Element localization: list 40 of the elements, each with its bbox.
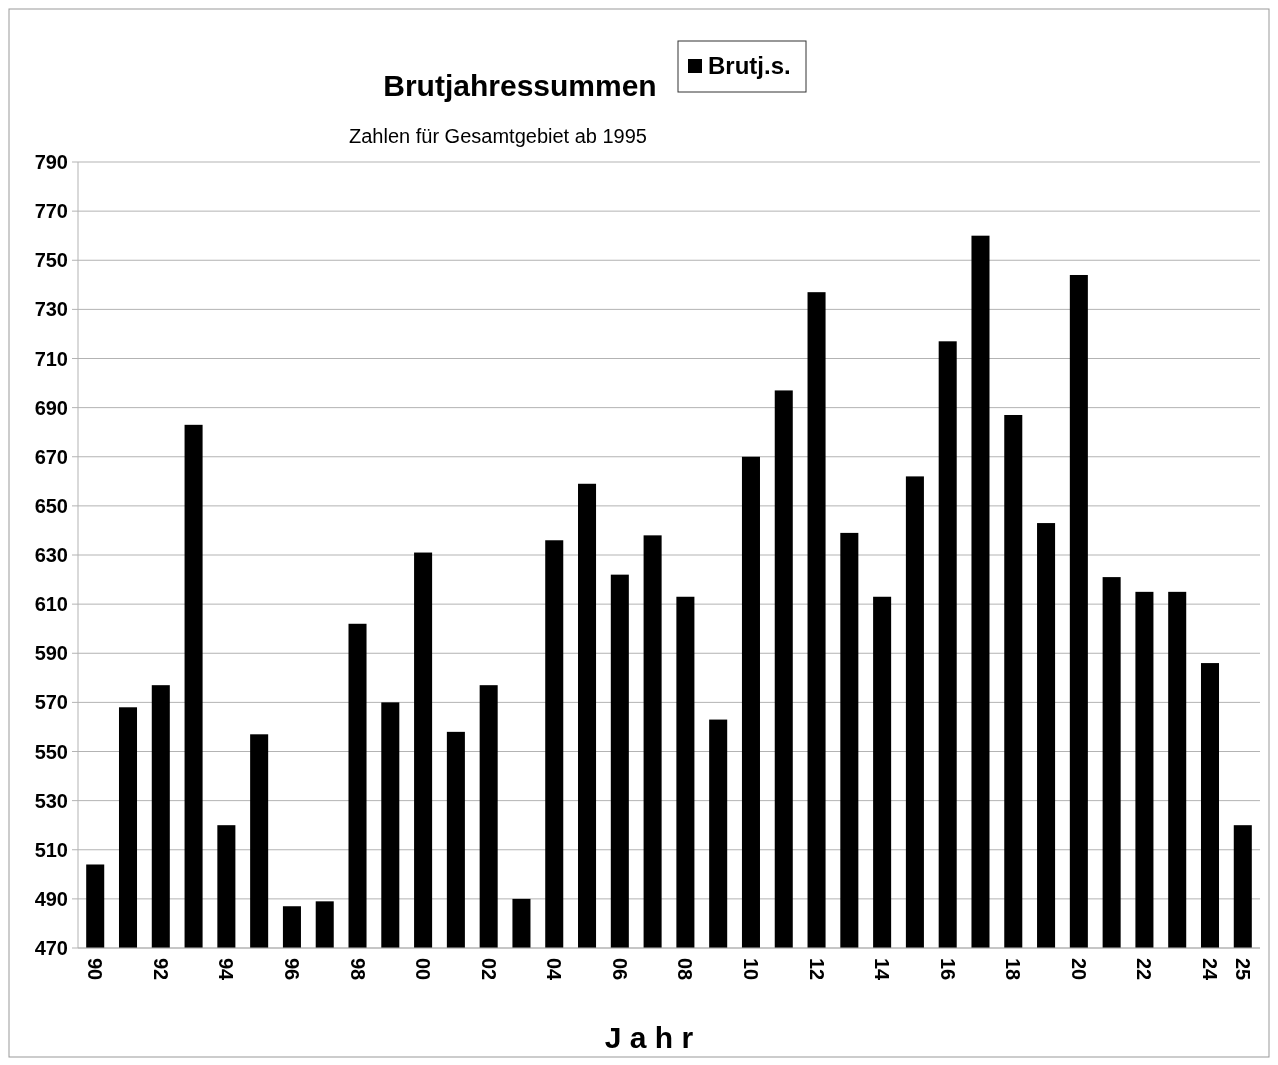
- x-tick-label: 98: [346, 958, 369, 981]
- x-tick-label: 02: [477, 958, 500, 981]
- x-tick-label: 90: [84, 958, 107, 981]
- x-tick-label: 08: [674, 958, 697, 981]
- legend-label: Brutj.s.: [708, 52, 791, 80]
- chart-subtitle: Zahlen für Gesamtgebiet ab 1995: [349, 125, 647, 147]
- x-tick-label: 24: [1199, 958, 1221, 982]
- y-tick-label: 690: [34, 396, 68, 419]
- x-tick-label: 20: [1067, 958, 1090, 981]
- x-tick-label: 92: [149, 958, 172, 981]
- x-tick-label: 14: [871, 958, 894, 982]
- x-tick-label: 96: [280, 958, 303, 981]
- x-tick-label: 04: [543, 958, 566, 982]
- x-tick-label: 25: [1231, 958, 1254, 981]
- x-tick-label: 18: [1002, 958, 1025, 981]
- y-tick-label: 650: [34, 494, 68, 517]
- x-axis-title: J a h r: [604, 1021, 694, 1054]
- y-tick-label: 470: [34, 937, 68, 959]
- y-tick-label: 730: [34, 298, 68, 321]
- y-tick-label: 670: [34, 445, 68, 468]
- x-tick-label: 10: [739, 958, 762, 981]
- y-tick-label: 590: [34, 642, 68, 665]
- x-tick-label: 16: [936, 958, 959, 981]
- y-tick-label: 490: [34, 887, 68, 910]
- y-tick-label: 510: [34, 838, 68, 861]
- y-tick-label: 570: [34, 691, 68, 714]
- x-tick-label: 12: [805, 958, 828, 981]
- chart-title: Brutjahressummen: [383, 69, 657, 102]
- y-tick-label: 770: [34, 200, 68, 223]
- y-tick-label: 790: [34, 151, 68, 173]
- x-tick-label: 94: [215, 958, 238, 982]
- y-tick-label: 710: [34, 347, 68, 370]
- x-tick-label: 06: [608, 958, 631, 981]
- y-tick-label: 630: [34, 544, 68, 566]
- y-tick-label: 530: [34, 789, 68, 812]
- x-tick-label: 00: [412, 958, 435, 981]
- x-tick-label: 22: [1133, 958, 1156, 981]
- y-tick-label: 750: [34, 249, 68, 272]
- y-tick-label: 610: [34, 593, 68, 616]
- y-tick-label: 550: [34, 740, 68, 763]
